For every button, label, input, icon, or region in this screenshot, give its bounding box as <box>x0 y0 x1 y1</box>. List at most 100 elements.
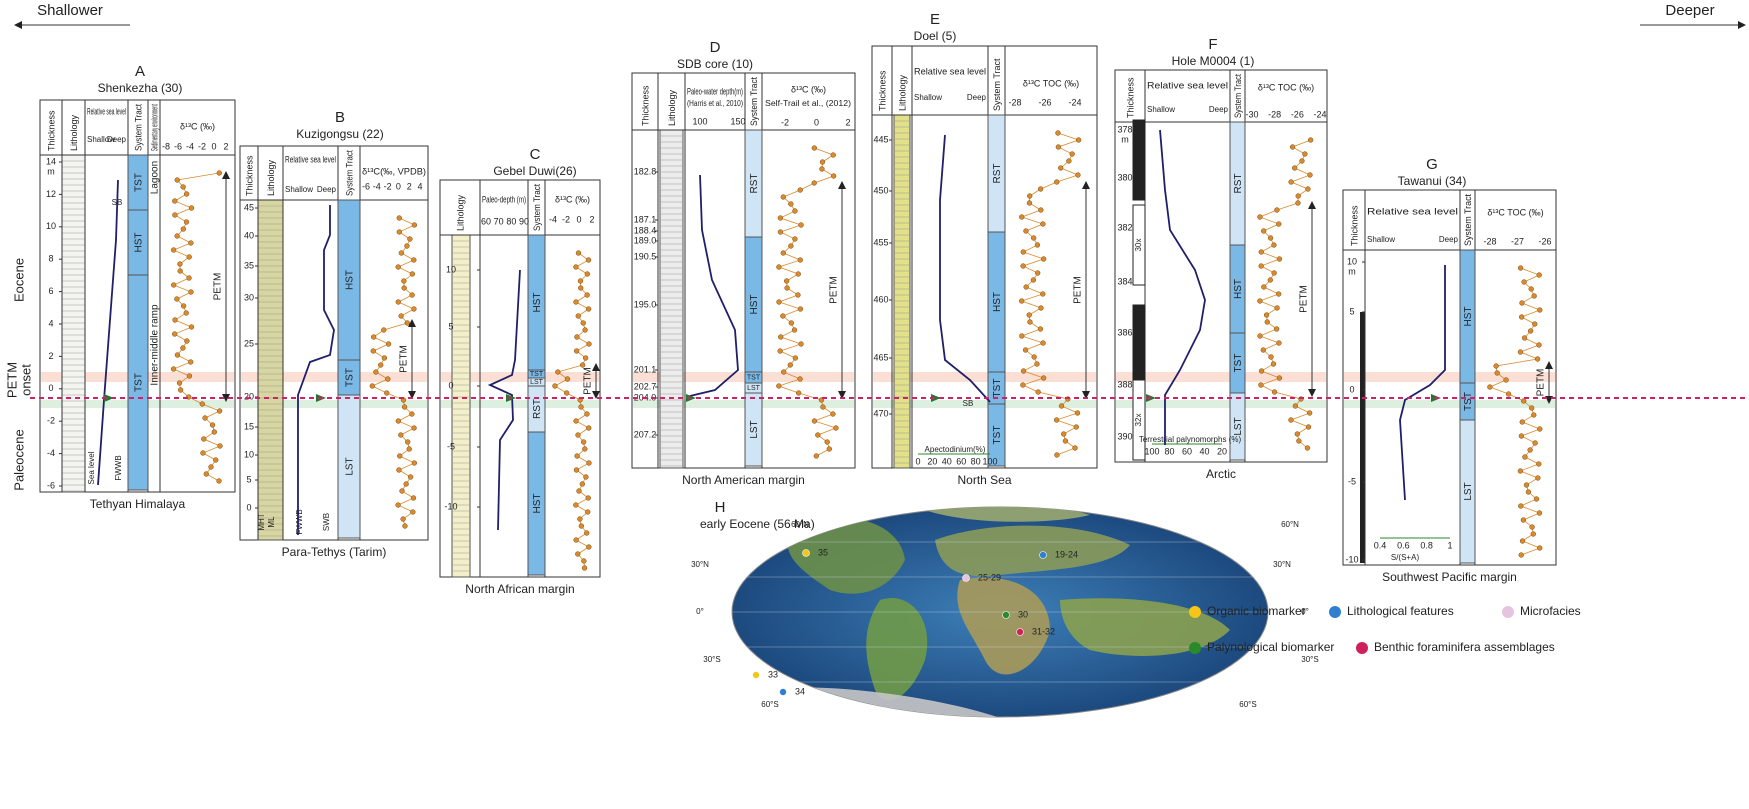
isotope-point <box>201 437 206 442</box>
region-label: North African margin <box>465 582 574 596</box>
note: Sea level <box>87 451 96 484</box>
isotope-point <box>405 440 410 445</box>
depth-tick: 10 <box>46 221 56 231</box>
tract-label: LST <box>345 457 356 475</box>
isotope-point <box>574 538 579 543</box>
tract-label: TST <box>992 379 1003 398</box>
isotope-point <box>581 440 586 445</box>
shallower-label: Shallower <box>37 2 103 19</box>
isotope-point <box>1019 334 1024 339</box>
isotope-point <box>1308 173 1313 178</box>
isotope-point <box>778 349 783 354</box>
depth-unit: m <box>1348 266 1356 276</box>
depth-tick: -10 <box>1345 554 1358 564</box>
isotope-point <box>583 356 588 361</box>
isotope-point <box>382 356 387 361</box>
isotope-point <box>412 307 417 312</box>
petm-label: PETM <box>213 273 224 301</box>
isotope-point <box>821 405 826 410</box>
isotope-point <box>1054 180 1059 185</box>
column-header: Thickness <box>640 85 650 126</box>
isotope-point <box>586 426 591 431</box>
isotope-point <box>581 321 586 326</box>
region-label: North Sea <box>957 473 1011 487</box>
isotope-point <box>181 227 186 232</box>
isotope-point <box>564 391 569 396</box>
site-marker <box>753 672 760 679</box>
column-header: Relative sea level <box>1147 80 1228 90</box>
tract-label: HST <box>992 292 1003 312</box>
isotope-point <box>397 468 402 473</box>
sea-deep: Deep <box>1209 105 1229 114</box>
isotope-point <box>834 426 839 431</box>
sea-shallow: Shallow <box>914 93 942 102</box>
isotope-point <box>586 496 591 501</box>
column-header: Thickness <box>46 110 56 151</box>
scale-tick: 0.8 <box>1420 540 1433 550</box>
tract-label: HST <box>749 295 760 315</box>
isotope-point <box>587 342 592 347</box>
isotope-point <box>399 314 404 319</box>
isotope-point <box>1055 453 1060 458</box>
site-label: 30 <box>1018 609 1028 619</box>
isotope-point <box>217 479 222 484</box>
column-header: System Tract <box>532 184 542 231</box>
tract-label: TST <box>992 426 1003 445</box>
column-header: Lithology <box>266 159 276 196</box>
tract-label: TST <box>1233 354 1244 373</box>
depth-tick: 195.0 <box>634 299 657 309</box>
scale-tick: 0.4 <box>1374 540 1387 550</box>
isotope-point <box>1534 497 1539 502</box>
isotope-point <box>575 552 580 557</box>
petm-label: PETM <box>829 276 840 304</box>
depth-tick: 202.7 <box>634 381 657 391</box>
isotope-point <box>203 416 208 421</box>
isotope-point <box>175 353 180 358</box>
isotope-point <box>587 461 592 466</box>
isotope-point <box>189 325 194 330</box>
isotope-point <box>397 230 402 235</box>
depth-tick: 5 <box>448 321 453 331</box>
isotope-point <box>408 237 413 242</box>
column-header: δ¹³C TOC (‰) <box>1487 207 1543 217</box>
isotope-point <box>397 454 402 459</box>
depth-tick: 8 <box>48 254 53 264</box>
isotope-point <box>1296 201 1301 206</box>
isotope-point <box>1066 159 1071 164</box>
column-header: Lithology <box>455 194 465 231</box>
column-header: Sedimentary environment <box>149 104 159 151</box>
isotope-point <box>1054 418 1059 423</box>
isotope-point <box>1506 392 1511 397</box>
isotope-tick: -28 <box>1268 109 1281 119</box>
isotope-point <box>781 251 786 256</box>
isotope-point <box>1276 222 1281 227</box>
site-label: 33 <box>768 669 778 679</box>
isotope-point <box>1528 448 1533 453</box>
core-label: 30x <box>1134 239 1143 252</box>
isotope-point <box>1268 278 1273 283</box>
isotope-point <box>1021 250 1026 255</box>
lithology <box>660 130 683 468</box>
isotope-tick: 2 <box>407 181 412 191</box>
depth-tick: 187.1 <box>634 214 657 224</box>
isotope-point <box>402 286 407 291</box>
isotope-point <box>1035 243 1040 248</box>
isotope-point <box>1035 271 1040 276</box>
isotope-point <box>1261 285 1266 290</box>
petm-label: PETM <box>1299 285 1310 313</box>
isotope-point <box>1261 229 1266 234</box>
isotope-point <box>1019 299 1024 304</box>
depth-tick: 10 <box>244 449 254 459</box>
isotope-point <box>1021 369 1026 374</box>
latitude-label: 30°N <box>691 560 709 569</box>
panel-letter: F <box>1208 36 1217 53</box>
isotope-point <box>1530 525 1535 530</box>
tract-label: TST <box>134 373 145 392</box>
isotope-point <box>586 545 591 550</box>
isotope-point <box>188 241 193 246</box>
tract-label: RST <box>749 174 760 194</box>
panel-letter: H <box>715 499 726 516</box>
depth-tick: 0 <box>246 502 251 512</box>
depth-tick: 388 <box>1117 379 1132 389</box>
isotope-point <box>405 244 410 249</box>
